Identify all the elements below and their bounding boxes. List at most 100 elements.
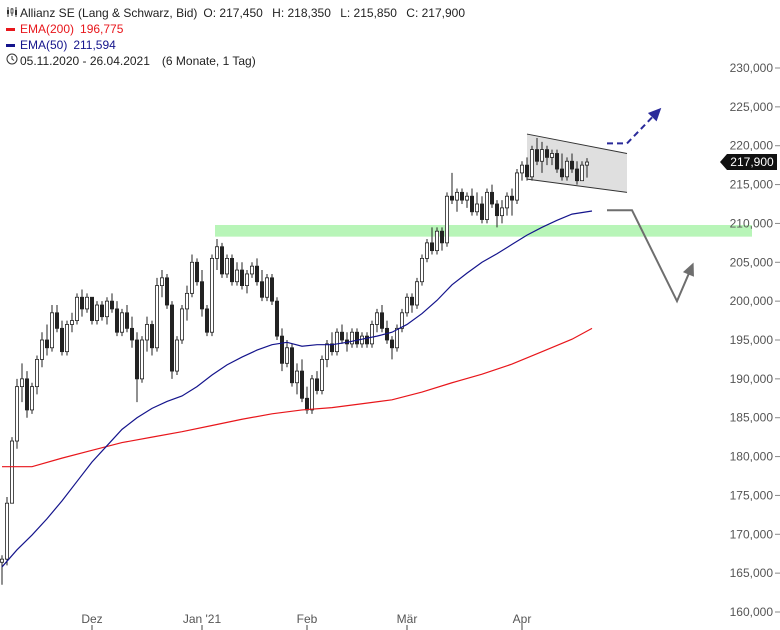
candle-body [494,203,499,217]
y-tick-label: 210,000 [730,216,774,230]
candle-body [469,195,474,213]
ema200-swatch [6,27,15,31]
candle-body [24,378,29,411]
support-zone [215,224,752,237]
candle-body [575,168,580,182]
candle-body [279,335,284,364]
candle-body [309,378,314,411]
candle-body [239,269,244,287]
candle-body [40,339,45,360]
bullish-scenario-arrow-head [647,107,662,122]
low-value: L: 215,850 [340,6,397,20]
candle-body [525,164,530,178]
x-tick-label: Mär [397,612,418,626]
candle-body [144,324,149,341]
candle-body [85,296,90,310]
ema50-value: 211,594 [73,38,116,52]
candle-body [234,269,239,283]
candle-body [504,195,509,209]
candle-body [45,339,50,349]
candle-body [354,331,359,345]
annotation-layer [215,133,752,237]
candle-body [364,335,369,345]
y-tick-label: 215,000 [730,178,774,192]
candle-body [219,246,224,275]
candle-body [374,312,379,325]
candles-layer [0,137,590,585]
candle-body [5,502,10,560]
candle-body [434,230,439,252]
price-tag-layer: 217,900 [720,154,777,171]
candle-body [520,164,525,174]
candle-body [424,242,429,259]
candle-body [50,312,55,349]
candle-body [299,370,304,399]
candle-body [264,277,269,298]
candle-body [489,191,494,205]
candle-body [274,300,279,337]
candle-body [439,230,444,244]
y-tick-label: 220,000 [730,139,774,153]
y-tick-label: 200,000 [730,294,774,308]
candle-body [319,359,324,391]
candle-body [570,160,575,170]
clock-icon [6,53,20,69]
ema200-label: EMA(200) [20,22,75,36]
candle-body [449,195,454,201]
y-tick-label: 195,000 [730,333,774,347]
candle-body [75,296,80,321]
candle-body [115,308,120,333]
candle-body [139,339,144,380]
last-price-label: 217,900 [730,155,774,169]
scenario-arrows-layer [607,107,694,304]
y-tick-label: 185,000 [730,411,774,425]
candle-body [105,300,110,318]
candle-body [159,277,164,287]
candle-body [65,324,70,353]
channel-lower-line [526,178,628,193]
candle-body [100,304,105,318]
y-tick-label: 175,000 [730,488,774,502]
candle-body [429,242,434,252]
candle-body [454,191,459,201]
candle-body [394,327,399,349]
candle-body [134,339,139,380]
candle-body [169,304,174,372]
candle-body [229,258,234,283]
period-range: 05.11.2020 - 26.04.2021 [20,54,150,68]
candle-body [379,312,384,329]
candle-body [284,347,289,364]
last-price-tag [720,154,777,171]
candle-body [289,347,294,384]
candle-body [580,164,585,182]
x-tick-label: Jan '21 [183,612,222,626]
close-value: C: 217,900 [406,6,465,20]
ohlc-values: O: 217,450 H: 218,350 L: 215,850 C: 217,… [197,5,465,21]
candle-body [95,304,100,321]
ema50-swatch [6,43,15,47]
candle-body [224,258,229,275]
y-tick-label: 160,000 [730,605,774,619]
candle-body [414,281,419,306]
candle-body [35,359,40,388]
candle-body [90,296,95,321]
candle-body [339,331,344,341]
axes-layer: 160,000 165,000 170,000 175,000 180,000 185,0… [81,61,780,630]
legend-instrument-row: Allianz SE (Lang & Schwarz, Bid) O: 217,… [6,5,465,21]
candle-body [149,324,154,349]
candle-body [535,149,540,162]
candle-body [199,281,204,310]
candle-body [409,296,414,306]
candle-body [125,312,130,329]
ema50-label: EMA(50) [20,38,68,52]
candle-body [189,261,194,294]
candle-body [259,281,264,298]
candle-body [129,327,134,341]
candle-body [314,378,319,391]
candle-body [0,558,4,563]
high-value: H: 218,350 [272,6,331,20]
candle-body [474,203,479,213]
candle-body [515,172,520,201]
y-tick-label: 170,000 [730,527,774,541]
